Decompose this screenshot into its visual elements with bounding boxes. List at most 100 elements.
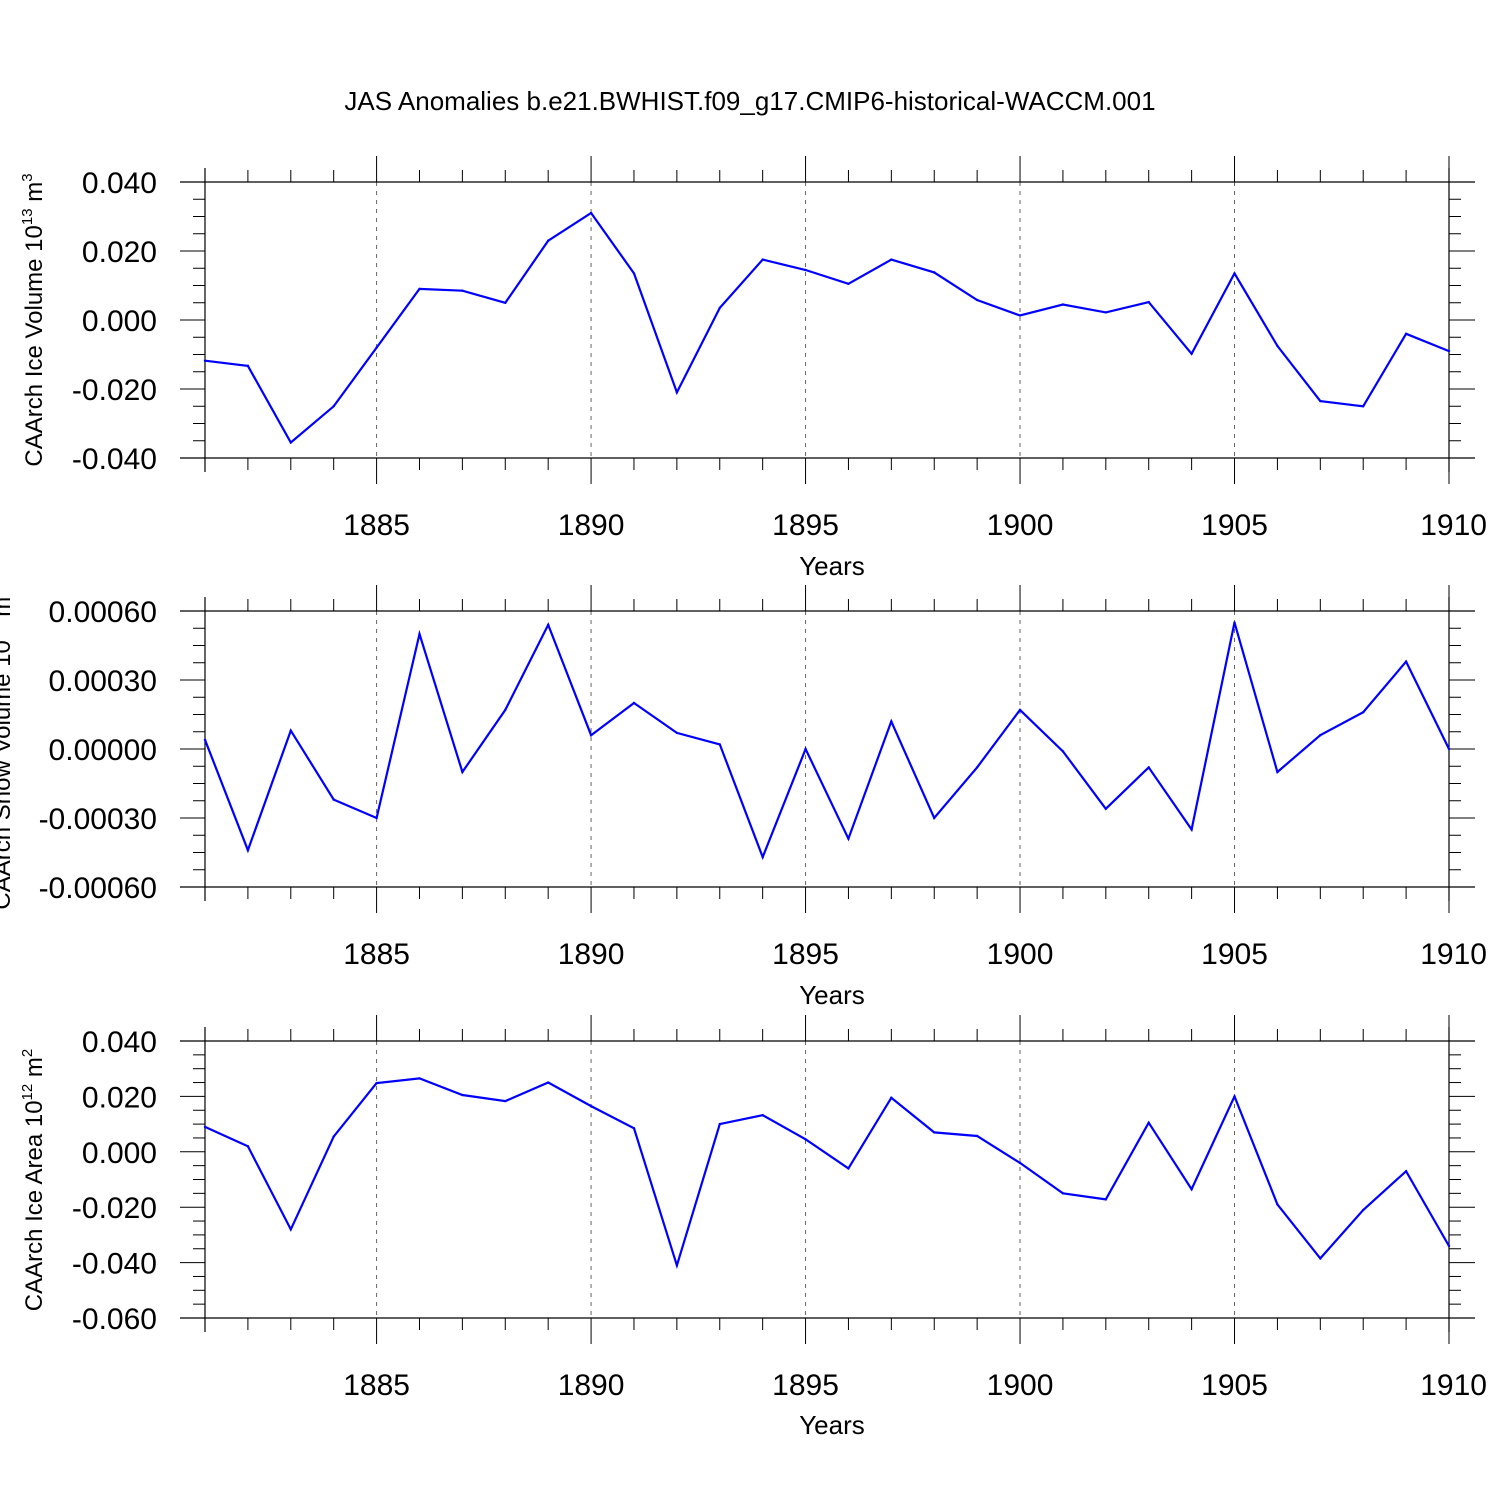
data-point	[418, 632, 421, 636]
data-point	[1147, 300, 1150, 304]
data-point	[289, 441, 292, 444]
data-point	[461, 1093, 464, 1097]
data-point	[1190, 828, 1193, 831]
data-point	[332, 1135, 335, 1138]
y-tick-label: -0.00060	[39, 872, 157, 905]
data-point	[1276, 770, 1279, 774]
data-point	[546, 239, 550, 242]
data-point	[289, 1228, 292, 1231]
series-line	[203, 622, 1450, 861]
y-tick-label: -0.020	[72, 1192, 157, 1225]
y-tick-label: -0.020	[72, 374, 157, 407]
data-point	[1190, 352, 1193, 356]
data-point	[461, 289, 464, 292]
data-point	[1404, 660, 1408, 663]
chart-panels: 0.040 0.020 0.000 -0.020 -0.040 1885 1890 1895 1…	[0, 156, 1487, 1440]
data-point	[804, 747, 807, 751]
data-point	[1362, 1208, 1365, 1212]
y-tick-label: 0.00000	[49, 734, 157, 767]
data-point	[847, 1167, 850, 1170]
data-point	[504, 1099, 507, 1103]
data-point	[246, 849, 250, 852]
x-tick-label: 1895	[772, 509, 839, 542]
data-point	[546, 1081, 550, 1084]
data-point	[761, 855, 764, 859]
data-point	[1233, 621, 1236, 624]
data-point	[890, 1096, 893, 1099]
y-tick-label: -0.040	[72, 443, 157, 476]
data-point	[718, 743, 721, 746]
y-tick-label: -0.040	[72, 1248, 157, 1281]
data-point	[761, 1114, 764, 1117]
data-point	[375, 1081, 378, 1085]
data-point	[761, 258, 764, 261]
x-tick-label: 1910	[1420, 1369, 1487, 1402]
data-point	[890, 258, 893, 261]
y-tick-label: 0.020	[82, 1081, 157, 1114]
data-point	[289, 729, 292, 732]
y-tick-label: -0.060	[72, 1303, 157, 1336]
data-point	[933, 1131, 936, 1134]
data-point	[1447, 1244, 1451, 1248]
data-point	[1104, 807, 1108, 810]
y-tick-label: 0.00060	[49, 596, 157, 629]
data-point	[933, 271, 936, 274]
data-point	[546, 623, 550, 626]
data-point	[589, 211, 593, 215]
data-point	[203, 738, 207, 741]
data-point	[632, 272, 636, 275]
x-tick-label: 1890	[558, 509, 625, 542]
data-point	[332, 405, 335, 408]
data-point	[975, 1134, 979, 1138]
y-axis-label: CAArch Snow Volume 1013 m3	[0, 588, 16, 909]
x-axis-label: Years	[799, 1410, 865, 1440]
data-point	[804, 268, 807, 272]
data-point	[1362, 405, 1365, 408]
data-point	[418, 1077, 421, 1080]
x-axis-label: Years	[799, 980, 865, 1010]
chart-panel-3: 0.040 0.020 0.000 -0.020 -0.040 -0.060 1885 189…	[19, 1015, 1487, 1440]
x-tick-label: 1890	[558, 1369, 625, 1402]
data-point	[418, 287, 421, 291]
data-point	[933, 816, 936, 820]
data-point	[504, 708, 507, 712]
data-point	[1276, 1203, 1279, 1206]
y-tick-label: 0.040	[82, 167, 157, 200]
x-tick-label: 1895	[772, 938, 839, 971]
x-tick-label: 1900	[987, 1369, 1054, 1402]
data-point	[675, 391, 679, 394]
data-point	[675, 1264, 679, 1267]
data-point	[718, 306, 721, 310]
data-point	[203, 359, 207, 362]
data-point	[975, 766, 979, 769]
data-point	[1061, 750, 1065, 753]
data-point	[890, 720, 893, 723]
data-point	[1404, 332, 1408, 335]
x-tick-label: 1885	[343, 1369, 410, 1402]
series-line	[204, 211, 1450, 445]
data-point	[1104, 311, 1108, 314]
y-axis-label: CAArch Ice Volume 1013 m3	[19, 173, 48, 466]
data-point	[1104, 1198, 1108, 1201]
data-point	[246, 1145, 250, 1148]
data-point	[1276, 344, 1279, 348]
data-point	[332, 798, 335, 801]
data-point	[1018, 314, 1022, 317]
y-axis-label: CAArch Ice Area 1012 m2	[19, 1049, 48, 1311]
x-tick-label: 1885	[343, 938, 410, 971]
data-point	[847, 282, 850, 285]
data-point	[1319, 399, 1322, 403]
x-tick-label: 1895	[772, 1369, 839, 1402]
x-tick-label: 1900	[987, 938, 1054, 971]
data-point	[1447, 747, 1451, 751]
series-line	[204, 1077, 1450, 1270]
data-point	[1018, 1161, 1022, 1165]
data-point	[589, 1104, 593, 1108]
data-point	[632, 701, 636, 705]
data-point	[718, 1122, 721, 1126]
x-tick-label: 1905	[1201, 1369, 1268, 1402]
x-tick-label: 1905	[1201, 938, 1268, 971]
data-point	[1061, 303, 1065, 306]
data-point	[1147, 766, 1150, 769]
